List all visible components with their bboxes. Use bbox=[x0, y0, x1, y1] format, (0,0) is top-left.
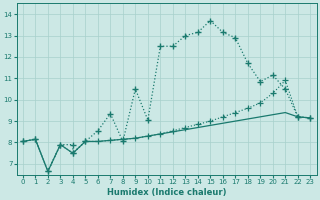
X-axis label: Humidex (Indice chaleur): Humidex (Indice chaleur) bbox=[107, 188, 226, 197]
